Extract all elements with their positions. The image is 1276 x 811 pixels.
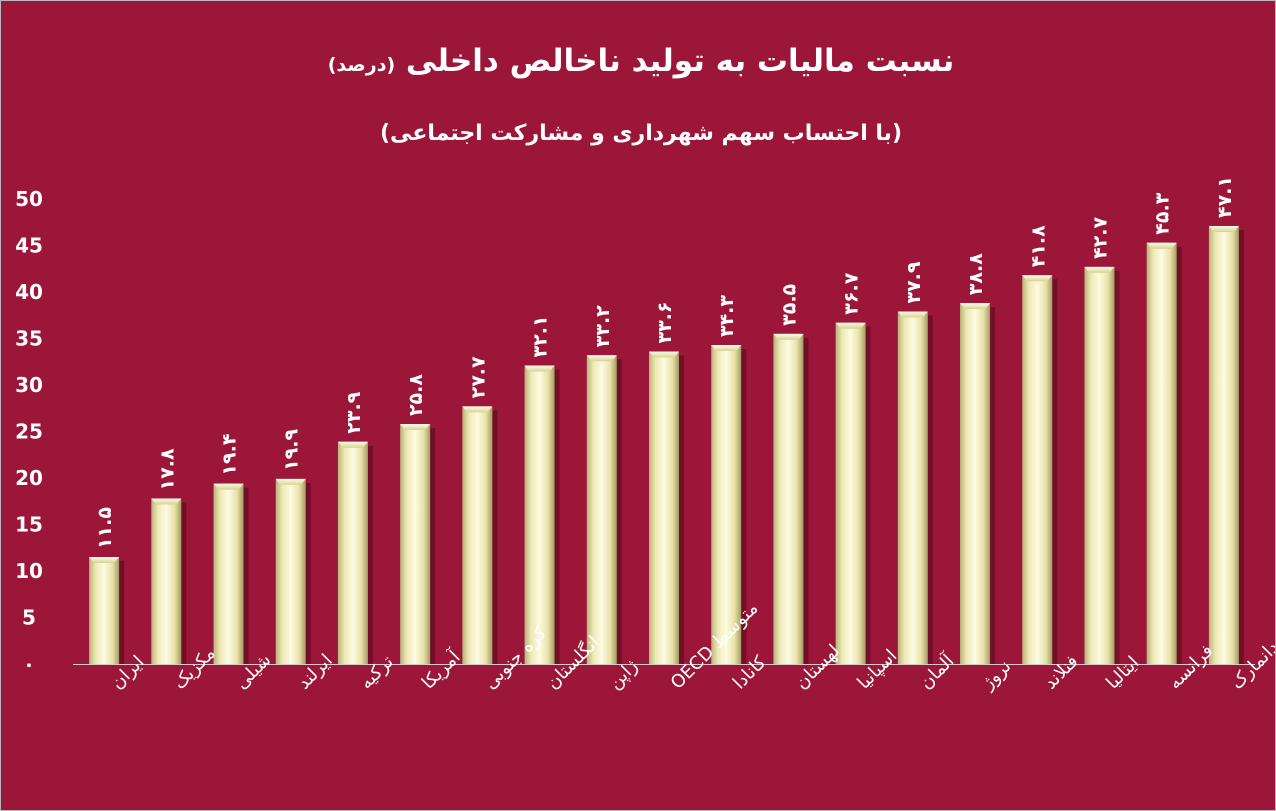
bar	[649, 351, 679, 664]
bar-value-label: ۴۵.۳	[1152, 192, 1174, 234]
bar-value-label: ۱۹.۹	[281, 429, 303, 471]
y-tick-label: 40	[15, 280, 43, 304]
bar-value-label: ۳۳.۶	[654, 302, 676, 344]
bar-cap	[1084, 266, 1115, 273]
y-tick-label: 10	[15, 559, 43, 583]
bar-value-label: ۳۴.۳	[716, 295, 738, 337]
bar-value-label: ۲۷.۷	[467, 356, 489, 398]
bar-value-label: ۳۸.۸	[965, 253, 987, 295]
bar-cap	[835, 322, 866, 329]
bar-cap	[524, 365, 555, 372]
bar-value-label: ۳۳.۲	[592, 305, 614, 347]
y-tick-label: 50	[15, 187, 43, 211]
bar	[586, 355, 617, 664]
y-tick-label: 15	[15, 513, 43, 537]
bar	[960, 303, 991, 664]
value-labels: ۱۱.۵ ۱۷.۸ ۱۹.۴ ۱۹.۹ ۲۳.۹ ۲۵.۸ ۲۷.۷ ۳۲.۱ ۳۳.۲ ۳۳.۶…	[94, 176, 1236, 549]
bar-cap	[711, 345, 742, 352]
y-tick-label: 35	[15, 327, 43, 351]
bar	[151, 498, 182, 664]
bar-cap	[400, 424, 431, 431]
bar	[337, 441, 368, 664]
bar-cap	[1022, 275, 1053, 282]
bar	[400, 424, 431, 664]
bar-value-label: ۲۵.۸	[405, 374, 427, 416]
bar	[275, 478, 306, 664]
bar	[1146, 242, 1177, 664]
bar-cap	[649, 351, 679, 358]
bar-value-label: ۴۱.۸	[1027, 225, 1049, 267]
y-tick-label: 25	[15, 420, 43, 444]
bar-cap	[337, 441, 368, 448]
bar	[1208, 225, 1239, 664]
bar-value-label: ۳۷.۹	[903, 261, 925, 303]
bar-cap	[897, 311, 928, 318]
bar-value-label: ۳۲.۱	[530, 315, 552, 357]
chart-title-main: نسبت مالیات به تولید ناخالص داخلی	[406, 43, 954, 79]
bar	[1084, 266, 1115, 664]
bar	[835, 322, 866, 664]
chart-title-unit: (درصد)	[328, 54, 395, 76]
bar-value-label: ۱۱.۵	[94, 507, 116, 549]
bar-cap	[89, 557, 120, 564]
bar-cap	[213, 483, 244, 490]
bar	[711, 345, 742, 664]
bar	[89, 557, 120, 664]
bar-value-label: ۲۳.۹	[343, 391, 365, 433]
chart-subtitle: (با احتساب سهم شهرداری و مشارکت اجتماعی)	[380, 121, 902, 146]
bar-cap	[462, 406, 493, 413]
bar	[462, 406, 493, 664]
y-tick-label: 20	[15, 466, 43, 490]
bar-value-label: ۳۶.۷	[841, 272, 863, 314]
bars	[89, 225, 1244, 664]
bar-value-label: ۱۹.۴	[219, 434, 241, 476]
bar-cap	[151, 498, 182, 505]
chart-title: نسبت مالیات به تولید ناخالص داخلی (درصد)	[328, 43, 955, 79]
bar	[1022, 275, 1053, 664]
bar-cap	[960, 303, 991, 310]
bar	[524, 365, 555, 664]
bar-cap	[1208, 225, 1239, 232]
bar-value-label: ۴۷.۱	[1214, 176, 1236, 218]
bar	[213, 483, 244, 664]
bar-cap	[275, 478, 306, 485]
bar-cap	[586, 355, 617, 362]
bar-value-label: ۳۵.۵	[778, 283, 800, 325]
bar-cap	[1146, 242, 1177, 249]
y-tick-label: ۰	[23, 652, 35, 676]
bar-cap	[773, 333, 804, 340]
y-tick-label: 45	[15, 234, 43, 258]
bar-value-label: ۴۲.۷	[1089, 216, 1111, 258]
y-tick-label: 30	[15, 373, 43, 397]
bar-value-label: ۱۷.۸	[156, 448, 178, 490]
bar	[773, 333, 804, 664]
y-tick-label: 5	[22, 606, 36, 630]
bar	[897, 311, 928, 664]
y-axis: ۰ 5 10 15 20 25 30 35 40 45 50	[15, 187, 43, 676]
